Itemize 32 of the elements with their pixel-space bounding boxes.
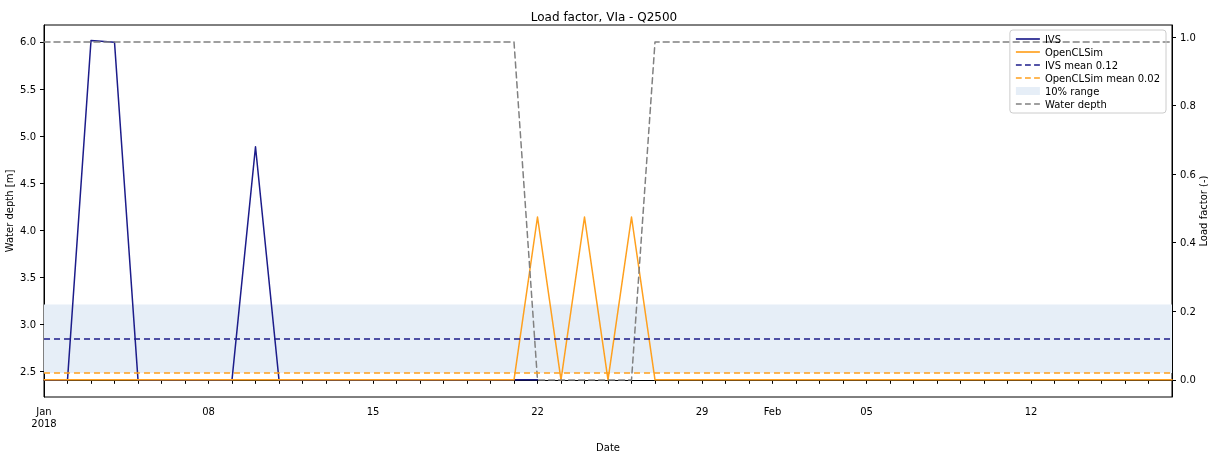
legend-label: IVS — [1044, 33, 1062, 45]
x-tick-label: 29 — [695, 405, 709, 417]
x-tick-label: 12 — [1024, 405, 1038, 417]
y2-tick-label: 0.6 — [1180, 168, 1196, 180]
y-tick-label: 5.5 — [20, 83, 36, 95]
y-tick-label: 3.0 — [20, 318, 36, 330]
y-tick-label: 2.5 — [20, 366, 36, 378]
legend-label: 10% range — [1044, 85, 1100, 97]
y2-tick-label: 0.4 — [1180, 237, 1196, 249]
y-tick-label: 4.0 — [20, 224, 36, 236]
chart-title: Load factor, VIa - Q2500 — [530, 10, 678, 24]
y2-tick-label: 0.0 — [1180, 374, 1196, 386]
x-axis-title: Date — [596, 441, 620, 453]
y2-axis-title: Load factor (-) — [1197, 175, 1208, 247]
y-tick-label: 4.5 — [20, 177, 36, 189]
y-tick-label: 6.0 — [20, 36, 36, 48]
x-tick-label: Feb — [763, 405, 782, 417]
x-tick-label: 22 — [531, 405, 544, 417]
y2-tick-label: 0.8 — [1180, 100, 1196, 112]
y-axis-title: Water depth [m] — [3, 169, 15, 253]
x-tick-label: Jan 2018 — [31, 405, 57, 429]
legend-label: IVS mean 0.12 — [1044, 59, 1119, 71]
legend-label: Water depth — [1044, 98, 1107, 110]
legend-label: OpenCLSim mean 0.02 — [1044, 72, 1161, 84]
x-tick-label: 05 — [860, 405, 873, 417]
legend-label: OpenCLSim — [1044, 46, 1104, 58]
y2-tick-label: 1.0 — [1180, 31, 1196, 43]
y-tick-label: 5.0 — [20, 130, 36, 142]
x-tick-label: 15 — [366, 405, 380, 417]
x-tick-label: 08 — [202, 405, 215, 417]
y-tick-label: 3.5 — [20, 271, 36, 283]
y2-tick-label: 0.2 — [1180, 305, 1196, 317]
